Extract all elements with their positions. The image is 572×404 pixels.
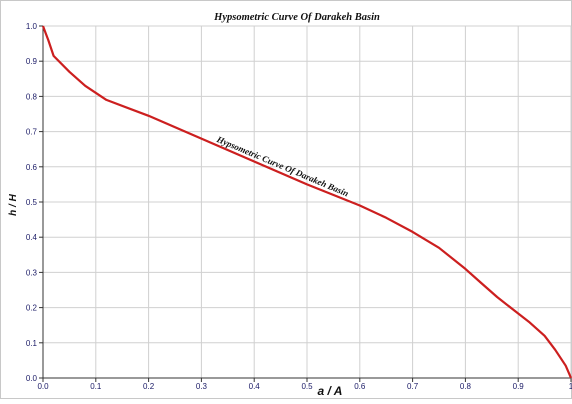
- x-tick-label: 1: [569, 382, 572, 391]
- y-tick-label: 0.6: [26, 163, 38, 172]
- axes: [39, 25, 572, 382]
- x-tick-label: 0.7: [407, 382, 419, 391]
- x-axis-label: a / A: [318, 384, 343, 398]
- x-tick-label: 0.4: [249, 382, 261, 391]
- y-tick-label: 0.9: [26, 57, 38, 66]
- tick-labels: 0.0 0.1 0.2 0.3 0.4 0.5 0.6 0.7 0.8 0.9 1 0.0 0.1 0.2…: [26, 22, 572, 391]
- x-tick-label: 0.3: [196, 382, 208, 391]
- x-tick-label: 0.9: [513, 382, 525, 391]
- y-tick-label: 1.0: [26, 22, 38, 31]
- chart-title: Hypsometric Curve Of Darakeh Basin: [213, 12, 380, 23]
- x-tick-label: 0.2: [143, 382, 155, 391]
- y-tick-label: 0.8: [26, 92, 38, 101]
- y-tick-label: 0.4: [26, 233, 38, 242]
- x-tick-label: 0.6: [354, 382, 366, 391]
- y-tick-label: 0.2: [26, 304, 38, 313]
- y-tick-label: 0.7: [26, 128, 38, 137]
- x-tick-label: 0.8: [460, 382, 472, 391]
- y-axis-label: h / H: [8, 193, 19, 215]
- x-tick-label: 0.0: [37, 382, 49, 391]
- y-tick-label: 0.3: [26, 268, 38, 277]
- grid-lines: [43, 25, 572, 378]
- x-tick-label: 0.5: [301, 382, 313, 391]
- y-tick-label: 0.5: [26, 198, 38, 207]
- x-tick-label: 0.1: [90, 382, 102, 391]
- y-tick-label: 0.0: [26, 374, 38, 383]
- y-tick-label: 0.1: [26, 339, 38, 348]
- series-line-hypsometric-curve: [41, 25, 572, 379]
